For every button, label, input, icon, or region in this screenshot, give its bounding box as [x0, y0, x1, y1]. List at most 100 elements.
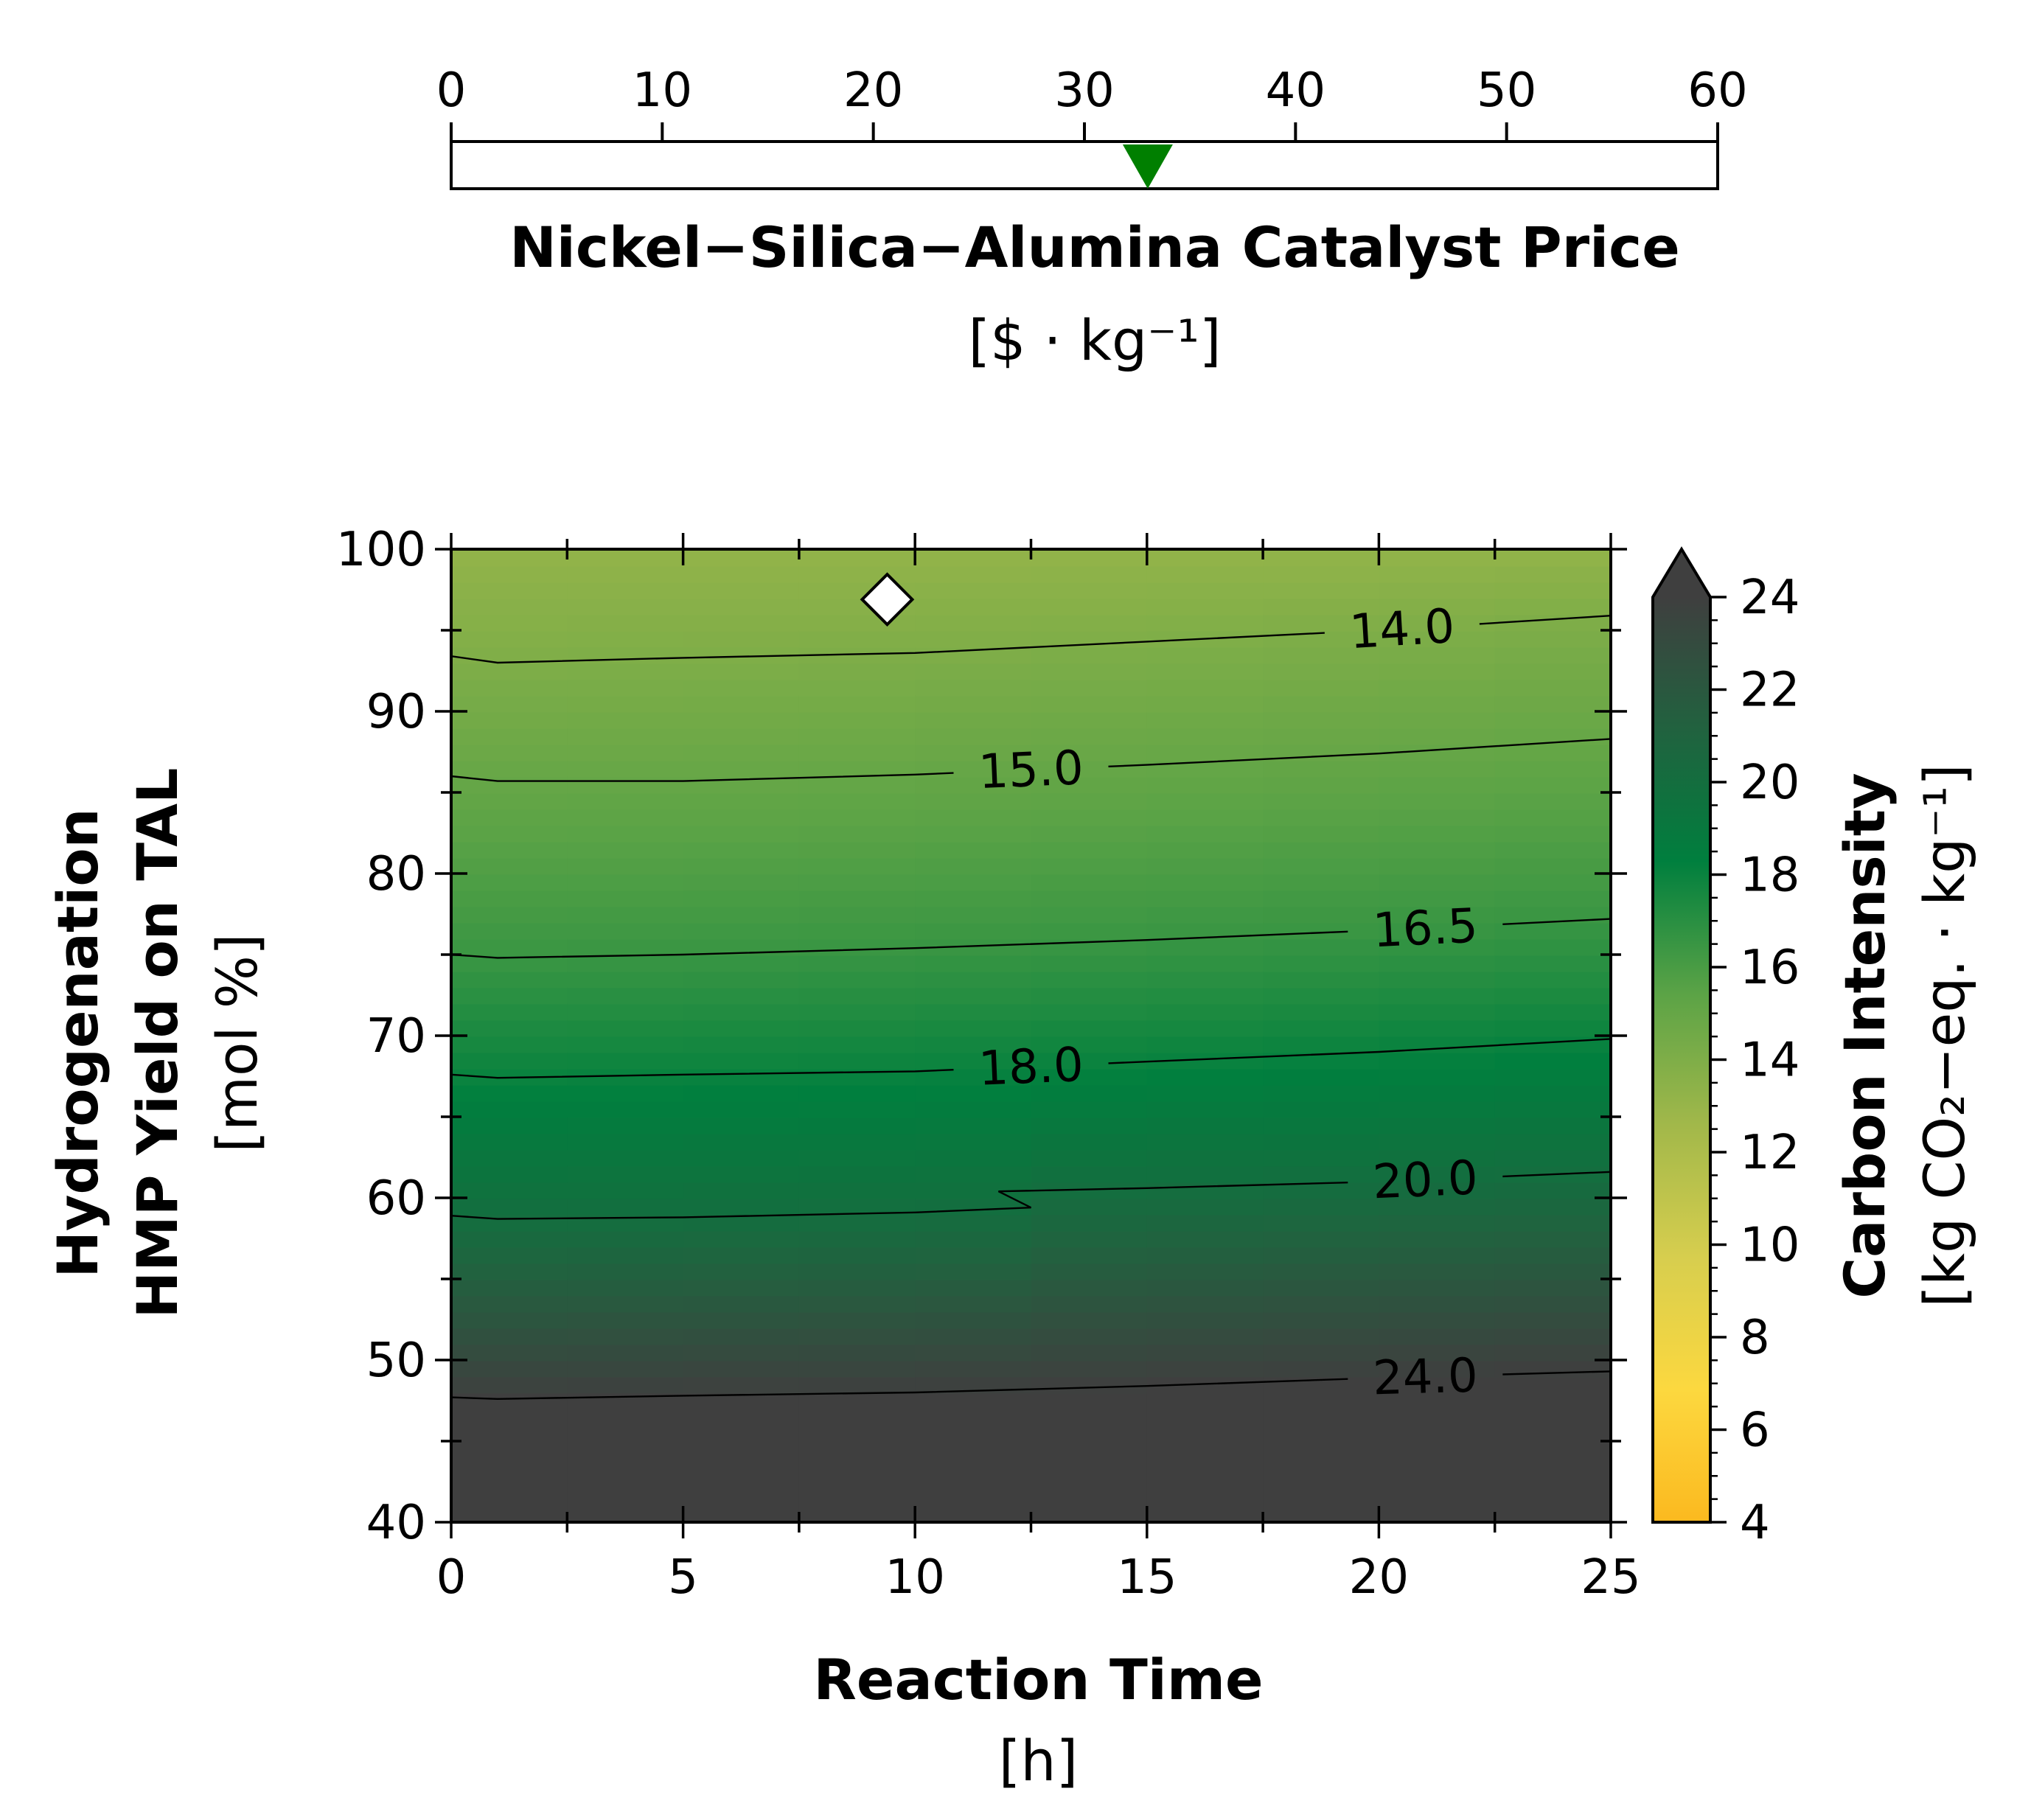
contour-band-cell	[1494, 1474, 1611, 1491]
price-slider-tick-label: 40	[1266, 63, 1325, 118]
contour-band-cell	[1379, 1165, 1497, 1183]
contour-band-cell	[1494, 1198, 1611, 1216]
contour-band-cell	[1146, 955, 1264, 972]
contour-band-cell	[683, 987, 801, 1005]
colorbar-unit: [kg CO₂−eq. · kg⁻¹]	[1912, 764, 1977, 1307]
contour-band-cell	[567, 614, 685, 632]
contour-band-cell	[567, 1457, 685, 1475]
x-axis-tick-label: 20	[1349, 1550, 1409, 1605]
contour-band-cell	[567, 679, 685, 697]
contour-band-cell	[1379, 549, 1497, 567]
y-axis-tick-label: 60	[366, 1171, 426, 1226]
contour-band-cell	[1146, 1230, 1264, 1248]
contour-band-cell	[1146, 1247, 1264, 1264]
colorbar-tick-label: 24	[1740, 571, 1800, 625]
contour-band-cell	[1146, 1003, 1264, 1021]
contour-band-cell	[798, 1392, 916, 1410]
contour-band-cell	[1263, 760, 1380, 778]
contour-line-14.0	[1479, 615, 1611, 625]
contour-band-cell	[1031, 1295, 1149, 1313]
contour-band-cell	[1263, 971, 1380, 989]
contour-band-cell	[798, 906, 916, 924]
contour-band-cell	[451, 1344, 568, 1361]
contour-band-cell	[798, 1019, 916, 1037]
contour-band-cell	[1031, 1441, 1149, 1459]
contour-band-cell	[451, 1117, 568, 1134]
contour-band-cell	[1379, 1117, 1497, 1134]
contour-band-cell	[798, 1247, 916, 1264]
contour-band-cell	[567, 1019, 685, 1037]
contour-band-cell	[683, 1068, 801, 1086]
contour-band-cell	[1146, 987, 1264, 1005]
contour-band-cell	[1379, 1003, 1497, 1021]
contour-band-cell	[567, 1490, 685, 1507]
contour-band-cell	[1379, 1409, 1497, 1426]
contour-band-cell	[451, 1003, 568, 1021]
contour-band-cell	[1263, 1117, 1380, 1134]
price-slider-marker	[1122, 144, 1173, 189]
contour-band-cell	[1263, 874, 1380, 891]
contour-band-cell	[1263, 1019, 1380, 1037]
contour-band-cell	[1031, 1409, 1149, 1426]
contour-band-cell	[1494, 1490, 1611, 1507]
contour-band-cell	[798, 549, 916, 567]
contour-band-cell	[1494, 549, 1611, 567]
y-axis-tick-label: 90	[366, 685, 426, 739]
contour-band-cell	[683, 614, 801, 632]
contour-band-cell	[1494, 1230, 1611, 1248]
contour-band-cell	[1263, 922, 1380, 940]
contour-band-cell	[915, 1003, 1032, 1021]
contour-band-cell	[915, 1084, 1032, 1102]
contour-band-cell	[683, 1311, 801, 1329]
contour-band-cell	[1379, 663, 1497, 680]
contour-line-18.0	[1108, 1038, 1611, 1064]
contour-band-cell	[1031, 1230, 1149, 1248]
contour-band-cell	[1031, 598, 1149, 616]
colorbar-tick-label: 22	[1740, 663, 1800, 718]
contour-band-cell	[567, 1295, 685, 1313]
contour-band-cell	[451, 987, 568, 1005]
colorbar-tick-label: 10	[1740, 1218, 1800, 1273]
contour-band-cell	[1494, 1084, 1611, 1102]
colorbar-outline	[1651, 546, 1712, 1524]
y-axis-label-line2: HMP Yield on TAL	[125, 768, 190, 1319]
contour-band-cell	[1263, 1295, 1380, 1313]
contour-band-cell	[798, 1117, 916, 1134]
price-slider-tick-label: 50	[1477, 63, 1536, 118]
contour-band-cell	[1494, 663, 1611, 680]
contour-band-cell	[1494, 809, 1611, 826]
contour-band-cell	[1031, 825, 1149, 843]
contour-band-cell	[915, 663, 1032, 680]
x-axis-tick-label: 25	[1581, 1550, 1640, 1605]
price-slider-unit: [$ · kg⁻¹]	[969, 307, 1222, 373]
contour-band-cell	[1379, 1198, 1497, 1216]
contour-band-cell	[451, 1360, 568, 1378]
contour-band-cell	[1379, 1084, 1497, 1102]
contour-band-cell	[683, 1409, 801, 1426]
contour-band-cell	[1379, 792, 1497, 810]
contour-band-cell	[1031, 1052, 1149, 1070]
contour-band-cell	[451, 1409, 568, 1426]
contour-band-cell	[1031, 857, 1149, 875]
contour-band-cell	[567, 1474, 685, 1491]
contour-band-cell	[451, 679, 568, 697]
contour-band-cell	[567, 1133, 685, 1151]
contour-band-cell	[915, 1247, 1032, 1264]
contour-band-cell	[1263, 776, 1380, 794]
contour-band-cell	[1379, 1392, 1497, 1410]
contour-band-cell	[1494, 857, 1611, 875]
contour-band-cell	[798, 1036, 916, 1053]
contour-band-cell	[1263, 1506, 1380, 1522]
contour-band-cell	[1379, 955, 1497, 972]
colorbar-tick-label: 18	[1740, 848, 1800, 903]
contour-band-cell	[798, 1230, 916, 1248]
contour-band-cell	[1146, 663, 1264, 680]
contour-label-14.0: 14.0	[1348, 599, 1457, 660]
contour-band-cell	[1146, 971, 1264, 989]
contour-band-cell	[1263, 1441, 1380, 1459]
contour-band-cell	[1494, 1263, 1611, 1280]
contour-band-cell	[567, 663, 685, 680]
contour-band-cell	[798, 922, 916, 940]
contour-band-cell	[1494, 776, 1611, 794]
colorbar-tick-label: 20	[1740, 756, 1800, 810]
